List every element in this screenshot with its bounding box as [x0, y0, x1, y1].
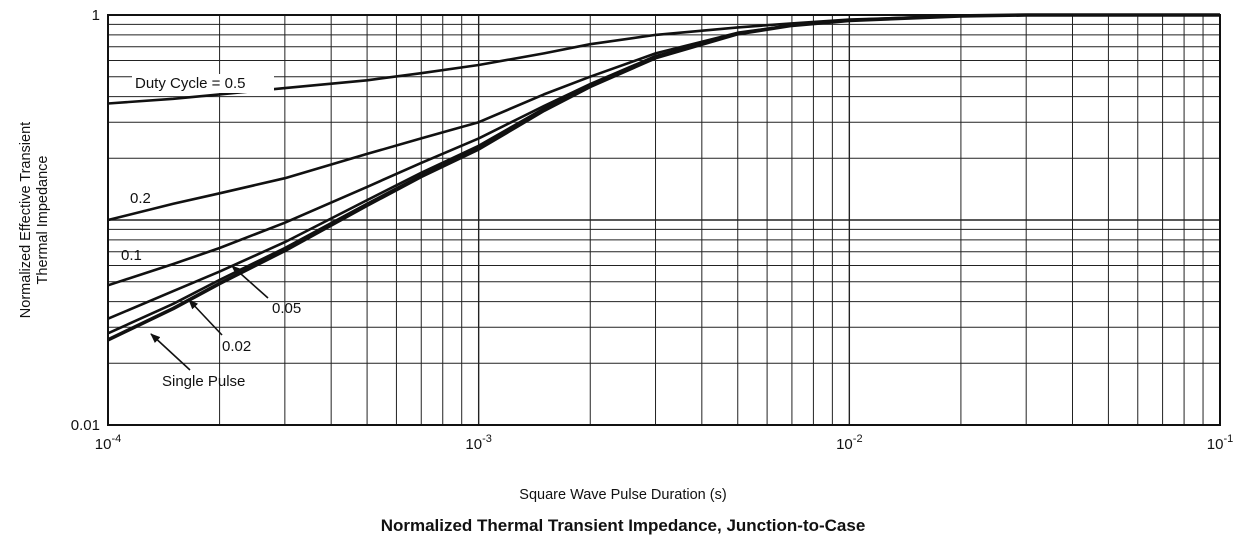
x-tick-label: 10-2: [836, 433, 862, 453]
x-tick-label: 10-3: [465, 433, 491, 453]
annotation-label: 0.02: [222, 338, 251, 355]
y-tick-label: 1: [92, 7, 100, 24]
x-tick-label: 10-4: [95, 433, 121, 453]
annotations: Duty Cycle = 0.5 0.2 0.1 0.05 0.02 Single Pul…: [121, 74, 301, 390]
grid: [107, 14, 1221, 426]
annotation-arrow: [188, 299, 223, 336]
annotation-label: 0.05: [272, 300, 301, 317]
x-tick-label: 10-1: [1207, 433, 1233, 453]
series-group: [107, 13, 1220, 342]
series-line-6: [107, 13, 1220, 342]
annotation-backdrop: [132, 74, 274, 93]
annotation-label: 0.1: [121, 247, 142, 264]
annotation-label: Single Pulse: [162, 373, 245, 390]
y-tick-label: 0.01: [71, 417, 100, 434]
series-line-1: [107, 13, 1220, 105]
annotation-label: Duty Cycle = 0.5: [135, 75, 245, 92]
series-line-5: [107, 13, 1220, 335]
annotation-label: 0.2: [130, 190, 151, 207]
y-axis-label: Normalized Effective TransientThermal Im…: [18, 122, 51, 318]
x-axis-label: Square Wave Pulse Duration (s): [519, 487, 727, 503]
series-line-2: [107, 13, 1220, 222]
chart-title: Normalized Thermal Transient Impedance, …: [380, 516, 866, 535]
tick-labels: 10-4 10-3 10-2 10-1 0.01 1: [71, 7, 1233, 453]
annotation-arrow: [231, 265, 269, 299]
annotation-arrow: [150, 333, 191, 371]
